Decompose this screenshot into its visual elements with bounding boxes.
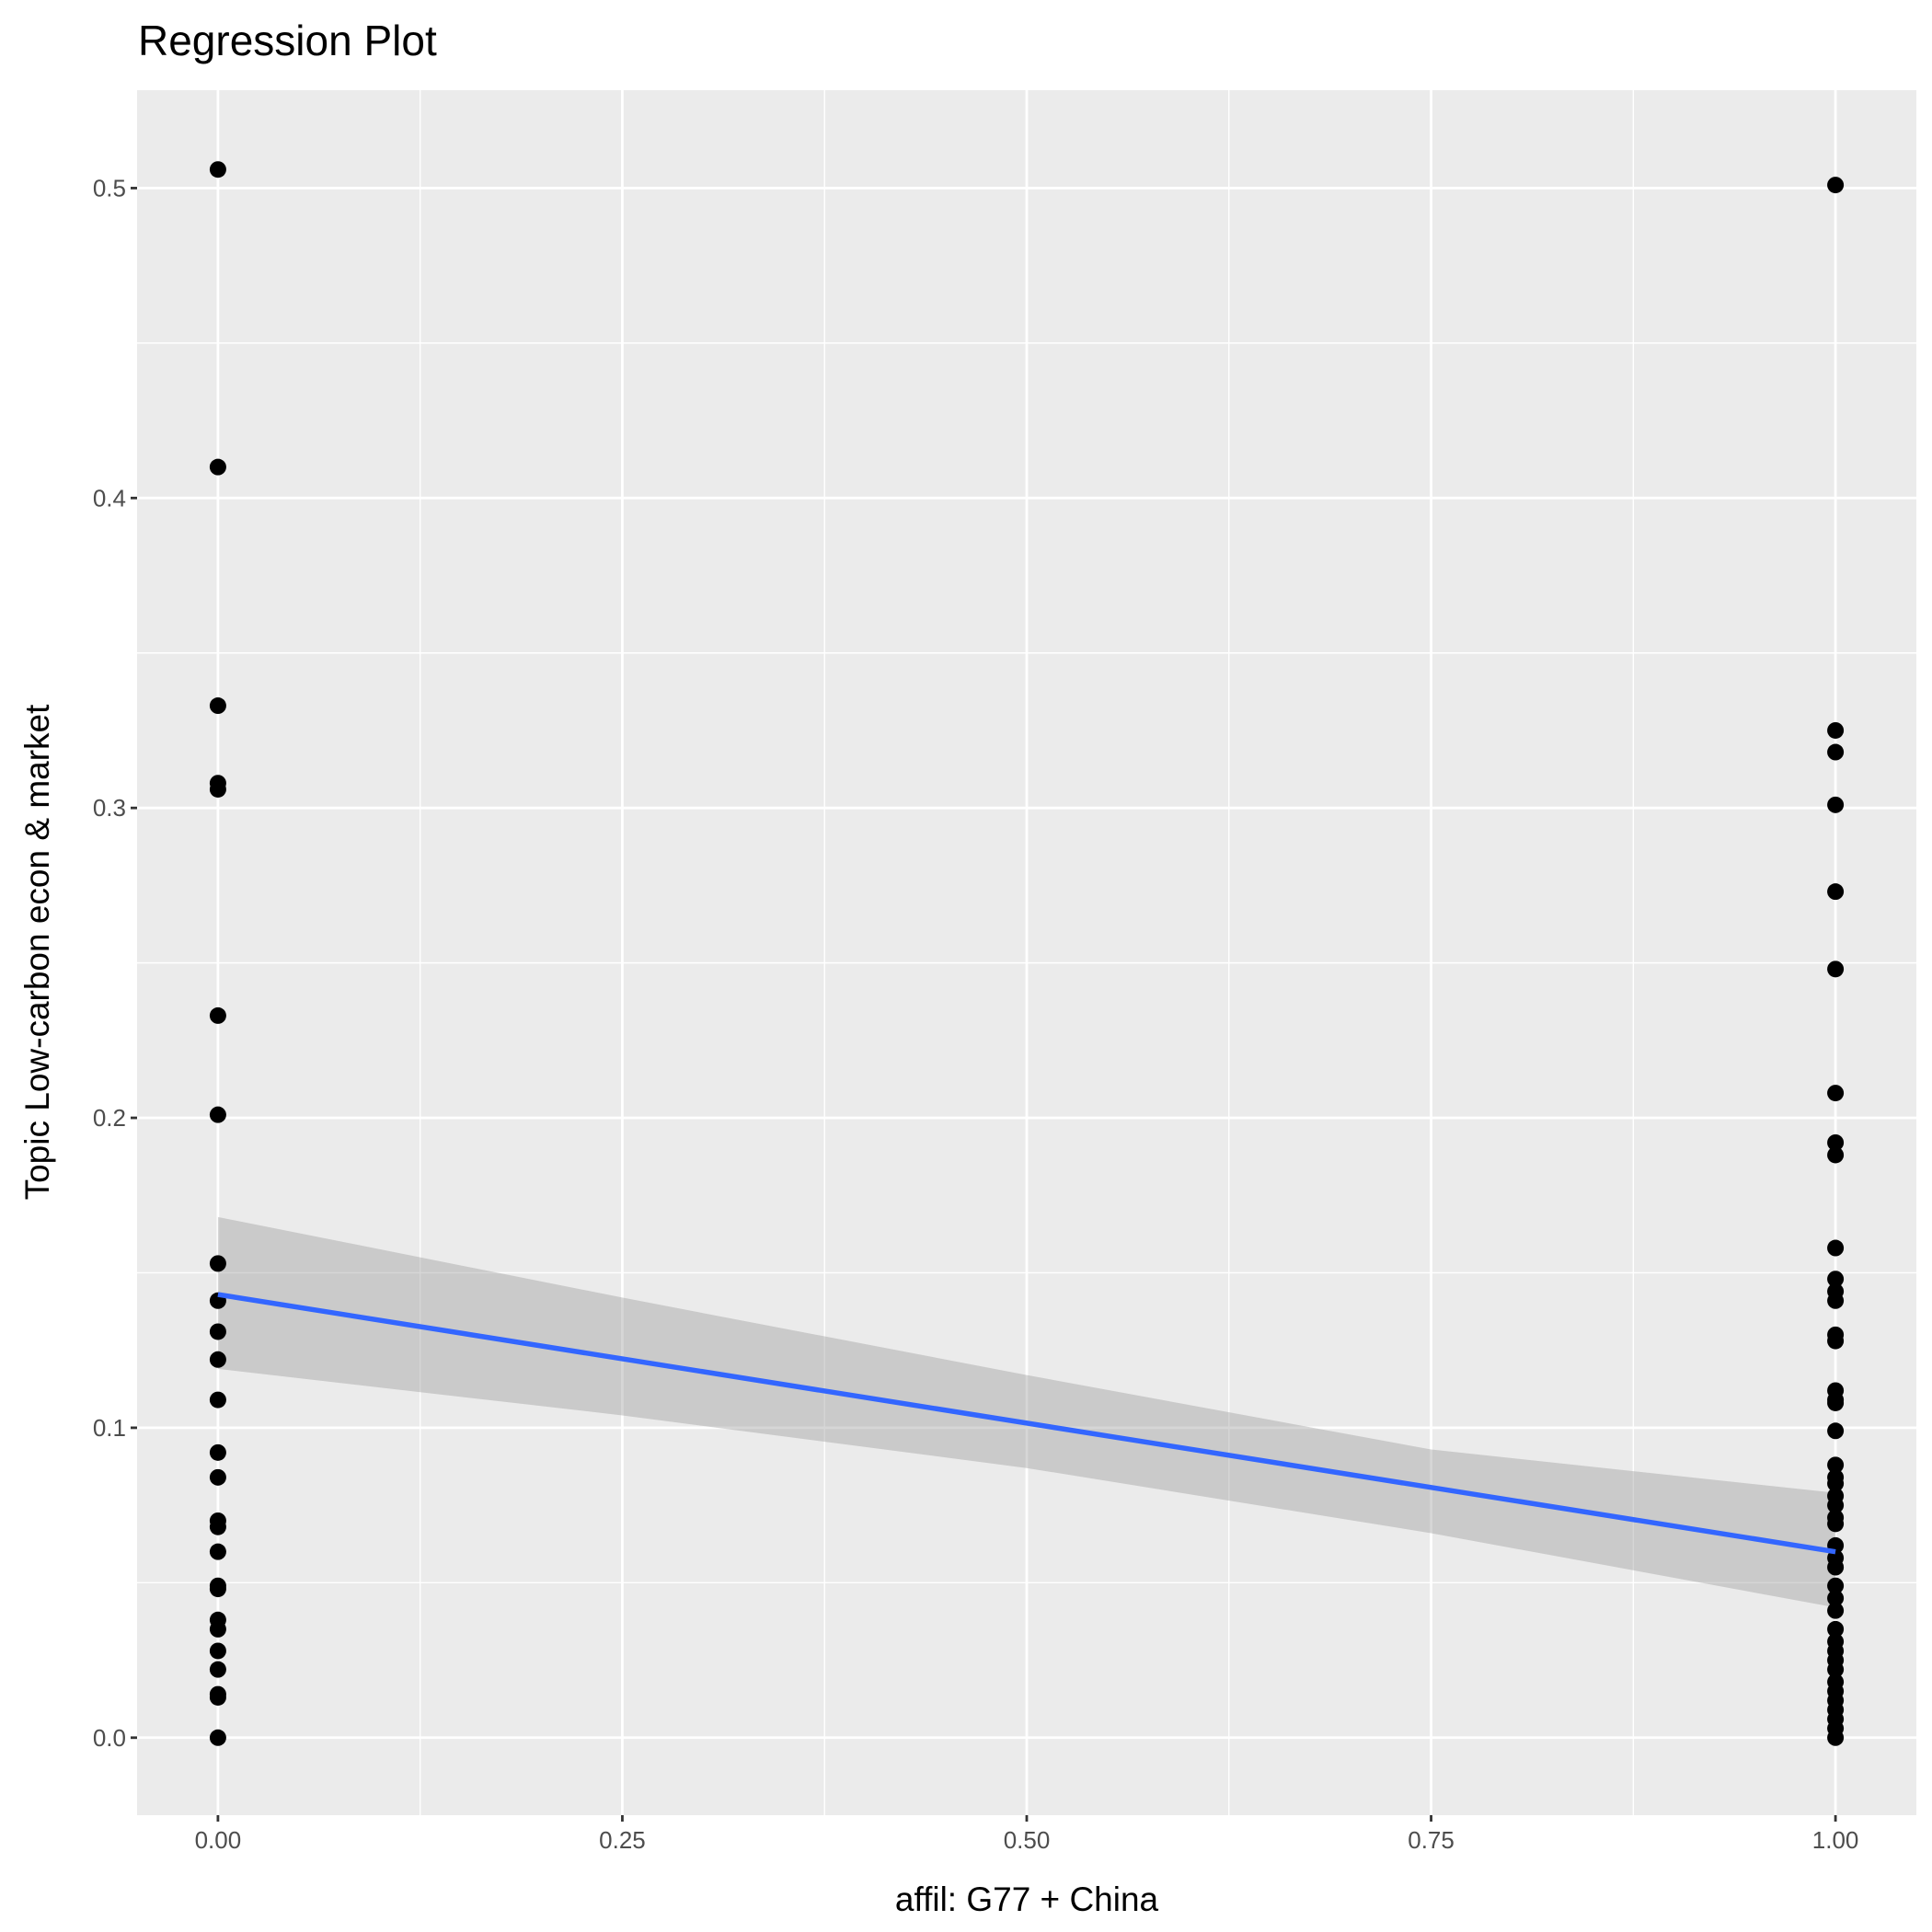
data-point bbox=[209, 1468, 226, 1486]
data-point bbox=[209, 1255, 226, 1272]
y-tick-label: 0.2 bbox=[93, 1104, 126, 1132]
data-point bbox=[1827, 1394, 1845, 1411]
data-point bbox=[1827, 721, 1845, 739]
data-point bbox=[1827, 743, 1845, 761]
data-point bbox=[1827, 1577, 1845, 1594]
y-tick-label: 0.5 bbox=[93, 174, 126, 201]
data-point bbox=[209, 1443, 226, 1461]
data-point bbox=[1827, 1602, 1845, 1619]
data-point bbox=[209, 1581, 226, 1598]
data-point bbox=[209, 458, 226, 476]
data-point bbox=[1827, 1271, 1845, 1288]
x-axis-ticks: 0.00 0.25 0.50 0.75 1.00 bbox=[195, 1815, 1859, 1854]
data-point bbox=[1827, 1497, 1845, 1514]
x-axis-label: affil: G77 + China bbox=[895, 1880, 1159, 1918]
data-point bbox=[209, 161, 226, 178]
data-points bbox=[209, 161, 1845, 1746]
data-point bbox=[1827, 883, 1845, 901]
data-point bbox=[209, 1518, 226, 1535]
x-tick-label: 0.75 bbox=[1408, 1826, 1455, 1854]
data-point bbox=[1827, 1729, 1845, 1746]
regression-line bbox=[217, 1292, 1836, 1555]
data-point bbox=[209, 1620, 226, 1638]
regression-line-group bbox=[217, 1292, 1836, 1555]
x-tick-label: 0.00 bbox=[195, 1826, 242, 1854]
y-axis-label: Topic Low-carbon econ & market bbox=[18, 704, 56, 1201]
data-point bbox=[209, 1323, 226, 1340]
data-point bbox=[209, 1642, 226, 1660]
data-point bbox=[1827, 1085, 1845, 1102]
grid-major bbox=[137, 90, 1916, 1815]
data-point bbox=[209, 1688, 226, 1706]
data-point bbox=[1827, 1332, 1845, 1350]
x-tick-label: 0.50 bbox=[1004, 1826, 1051, 1854]
y-axis-ticks: 0.0 0.1 0.2 0.3 0.4 0.5 bbox=[93, 174, 137, 1752]
y-tick-label: 0.0 bbox=[93, 1724, 126, 1752]
y-tick-label: 0.3 bbox=[93, 794, 126, 822]
data-point bbox=[1827, 1422, 1845, 1440]
data-point bbox=[1827, 1515, 1845, 1533]
chart-title: Regression Plot bbox=[138, 17, 437, 64]
data-point bbox=[209, 1391, 226, 1409]
x-tick-label: 0.25 bbox=[599, 1826, 646, 1854]
data-point bbox=[1827, 1475, 1845, 1492]
data-point bbox=[1827, 1239, 1845, 1257]
data-point bbox=[1827, 177, 1845, 194]
data-point bbox=[1827, 1558, 1845, 1576]
data-point bbox=[209, 697, 226, 715]
data-point bbox=[1827, 1620, 1845, 1638]
data-point bbox=[209, 1351, 226, 1368]
x-tick-label: 1.00 bbox=[1812, 1826, 1859, 1854]
data-point bbox=[1827, 1133, 1845, 1151]
confidence-band bbox=[217, 1216, 1836, 1608]
data-point bbox=[1827, 1661, 1845, 1678]
data-point bbox=[1827, 1292, 1845, 1309]
data-point bbox=[1827, 1590, 1845, 1607]
data-point bbox=[1827, 796, 1845, 813]
y-tick-label: 0.4 bbox=[93, 484, 126, 512]
data-point bbox=[209, 1006, 226, 1024]
data-point bbox=[1827, 1456, 1845, 1474]
data-point bbox=[1827, 960, 1845, 978]
data-point bbox=[209, 1661, 226, 1678]
confidence-band-group bbox=[217, 1216, 1836, 1608]
data-point bbox=[209, 1729, 226, 1746]
data-point bbox=[209, 1543, 226, 1560]
y-tick-label: 0.1 bbox=[93, 1414, 126, 1442]
data-point bbox=[209, 780, 226, 798]
data-point bbox=[1827, 1146, 1845, 1164]
data-point bbox=[209, 1106, 226, 1123]
